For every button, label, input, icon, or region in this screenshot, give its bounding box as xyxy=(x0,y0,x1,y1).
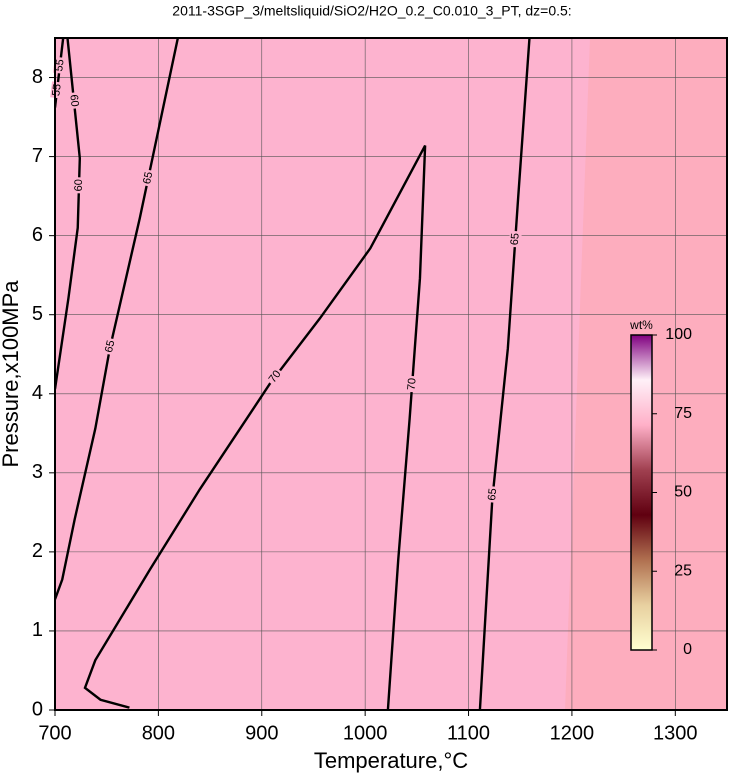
colorbar xyxy=(630,334,653,651)
colorbar-tick-label: 25 xyxy=(674,562,692,579)
contour-label-bg xyxy=(53,56,67,75)
contour-label-bg xyxy=(72,177,86,194)
x-tick-label: 800 xyxy=(142,722,175,744)
contour-label: 65 xyxy=(141,171,155,185)
colorbar-tick-label: 0 xyxy=(683,641,692,658)
contour-label-group: 55 xyxy=(53,56,67,75)
contour-label-group: 65 xyxy=(140,168,156,188)
contour-label: 65 xyxy=(103,339,117,354)
contour-label: 65 xyxy=(509,233,522,246)
colorbar-tick-label: 75 xyxy=(674,405,692,422)
contour-label: 55 xyxy=(53,59,66,73)
contour-label: 65 xyxy=(486,488,499,501)
x-tick-label: 1100 xyxy=(447,722,490,744)
contour-label-group: 65 xyxy=(508,230,522,248)
x-tick-label: 1000 xyxy=(343,722,388,744)
y-tick-label: 0 xyxy=(32,698,43,720)
contour-label: 60 xyxy=(73,179,85,192)
y-axis-label: Pressure,x100MPa xyxy=(0,280,23,468)
contour-label: 70 xyxy=(406,378,419,391)
plot-frame xyxy=(54,37,728,711)
colorbar-tick-label: 100 xyxy=(665,326,692,343)
y-tick-label: 6 xyxy=(32,224,43,246)
contour-label-group: 55 xyxy=(50,81,64,99)
contour-label-bg xyxy=(102,337,118,356)
contour-label-bg xyxy=(405,375,419,393)
contour-label-bg xyxy=(485,485,500,504)
y-tick-label: 2 xyxy=(32,540,43,562)
contour-line xyxy=(55,38,82,390)
inner-region xyxy=(55,38,590,710)
contour-label-bg xyxy=(508,230,522,248)
y-tick-label: 7 xyxy=(32,145,43,167)
x-tick-label: 700 xyxy=(38,722,71,744)
x-tick-label: 1300 xyxy=(653,722,698,744)
colorbar-label: wt% xyxy=(629,318,653,332)
contour-label-group: 65 xyxy=(485,485,500,504)
contour-label: 55 xyxy=(50,83,63,97)
colorbar-tick-label: 50 xyxy=(674,484,692,501)
contour-line xyxy=(478,38,531,710)
contour-label: 60 xyxy=(67,94,80,107)
y-tick-label: 1 xyxy=(32,619,43,641)
x-axis-label: Temperature,°C xyxy=(314,748,468,773)
contour-label-group: 70 xyxy=(405,375,419,393)
contour-label-group: 60 xyxy=(67,92,81,110)
chart-title: 2011-3SGP_3/meltsliquid/SiO2/H2O_0.2_C0.… xyxy=(172,3,571,19)
contour-label-group: 70 xyxy=(265,366,285,387)
y-tick-label: 5 xyxy=(32,303,43,325)
contour-label-bg xyxy=(67,92,81,110)
y-tick-label: 3 xyxy=(32,461,43,483)
contour-label-bg xyxy=(140,168,156,188)
contour-label-bg xyxy=(50,81,64,99)
y-tick-label: 4 xyxy=(32,382,43,404)
contour-line xyxy=(55,38,180,600)
x-tick-label: 1200 xyxy=(550,722,595,744)
y-tick-label: 8 xyxy=(32,66,43,88)
contour-label-group: 65 xyxy=(102,337,118,356)
contour-label-bg xyxy=(265,366,285,387)
contour-label: 70 xyxy=(267,368,284,385)
contour-label-group: 60 xyxy=(72,177,86,194)
contour-line xyxy=(83,144,427,710)
x-tick-label: 900 xyxy=(245,722,278,744)
